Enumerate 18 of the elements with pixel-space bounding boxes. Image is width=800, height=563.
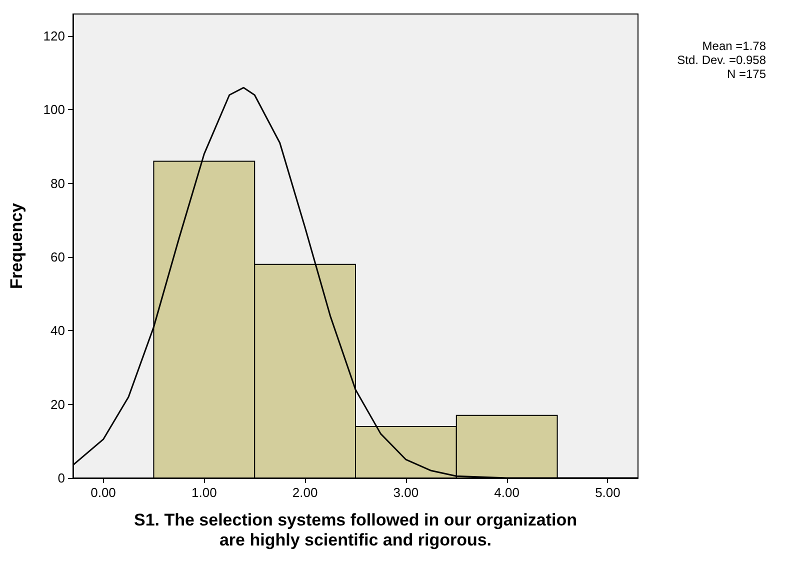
x-tick-label: 2.00 — [292, 485, 318, 500]
x-tick-label: 5.00 — [595, 485, 620, 500]
text: Mean =1.78 — [702, 39, 766, 53]
y-tick-label: 120 — [43, 28, 65, 44]
x-tick-label: 4.00 — [494, 485, 520, 500]
x-tick-label: 0.00 — [90, 485, 116, 500]
x-tick-label: 1.00 — [192, 485, 217, 500]
y-tick-label: 0 — [58, 470, 65, 486]
y-tick-label: 80 — [50, 176, 65, 191]
y-tick-label: 20 — [50, 396, 65, 412]
text: Std. Dev. =0.958 — [677, 53, 766, 67]
y-tick-label: 60 — [50, 250, 65, 265]
x-tick-label: 3.00 — [393, 485, 419, 500]
x-axis-title: S1. The selection systems followed in our organization are highly scientific and rigorous. — [134, 510, 578, 550]
y-tick-label: 100 — [43, 102, 65, 118]
y-tick-label: 40 — [50, 323, 65, 338]
y-axis-title: Frequency — [7, 202, 26, 289]
text: N =175 — [726, 67, 766, 81]
